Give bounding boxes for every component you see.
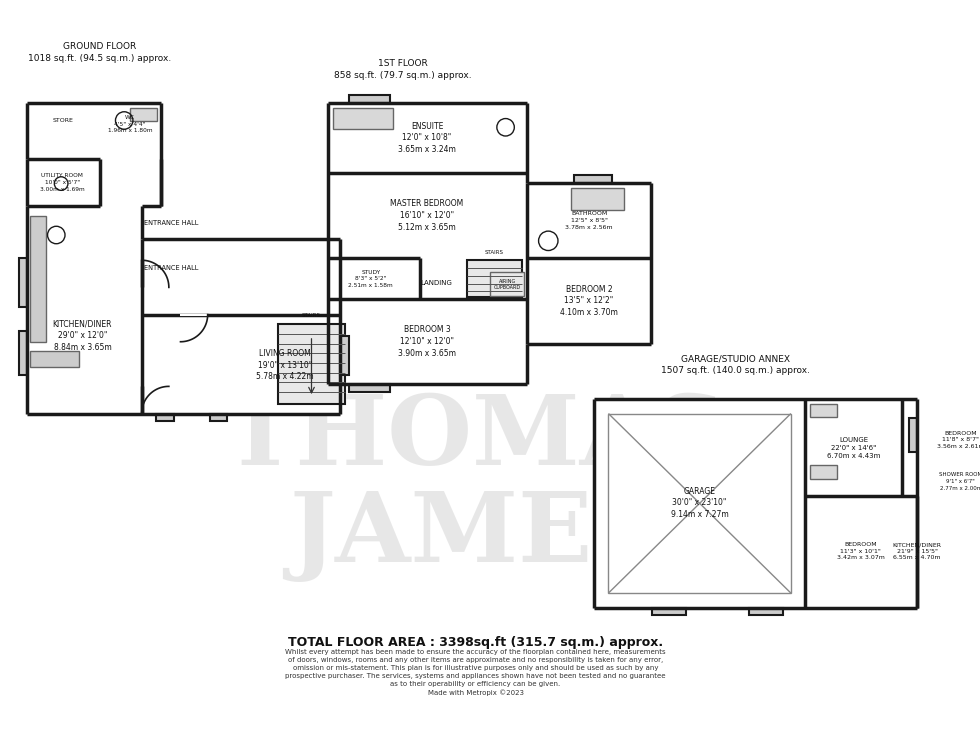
Polygon shape <box>328 103 651 384</box>
Text: STUDY
8'3" x 5'2"
2.51m x 1.58m: STUDY 8'3" x 5'2" 2.51m x 1.58m <box>348 269 393 288</box>
Text: KITCHEN/DINER
21'9" x 15'5"
6.55m x 4.70m: KITCHEN/DINER 21'9" x 15'5" 6.55m x 4.70… <box>893 542 942 561</box>
Bar <box>20 331 27 375</box>
Text: KITCHEN/DINER
29'0" x 12'0"
8.84m x 3.65m: KITCHEN/DINER 29'0" x 12'0" 8.84m x 3.65… <box>53 320 113 352</box>
Text: ENTRANCE HALL: ENTRANCE HALL <box>144 265 198 271</box>
Text: BEDROOM
11'3" x 10'1"
3.42m x 3.07m: BEDROOM 11'3" x 10'1" 3.42m x 3.07m <box>837 542 885 561</box>
Bar <box>349 384 390 392</box>
Bar <box>340 336 349 375</box>
Text: BEDROOM
11'8" x 8'7"
3.56m x 2.61m: BEDROOM 11'8" x 8'7" 3.56m x 2.61m <box>937 430 980 449</box>
Text: SHOWER ROOM
9'1" x 6'7"
2.77m x 2.00m: SHOWER ROOM 9'1" x 6'7" 2.77m x 2.00m <box>939 472 980 490</box>
Text: THOMAS: THOMAS <box>224 391 727 485</box>
Text: STORE: STORE <box>53 118 74 123</box>
Bar <box>30 216 46 342</box>
Text: TOTAL FLOOR AREA : 3398sq.ft (315.7 sq.m.) approx.: TOTAL FLOOR AREA : 3398sq.ft (315.7 sq.m… <box>288 636 663 649</box>
Text: GARAGE
30'0" x 23'10"
9.14m x 7.27m: GARAGE 30'0" x 23'10" 9.14m x 7.27m <box>670 487 728 519</box>
Text: MASTER BEDROOM
16'10" x 12'0"
5.12m x 3.65m: MASTER BEDROOM 16'10" x 12'0" 5.12m x 3.… <box>390 199 464 232</box>
Bar <box>909 419 917 452</box>
Text: STAIRS: STAIRS <box>302 313 321 318</box>
Text: GARAGE/STUDIO ANNEX
1507 sq.ft. (140.0 sq.m.) approx.: GARAGE/STUDIO ANNEX 1507 sq.ft. (140.0 s… <box>662 354 810 376</box>
Bar <box>156 414 173 422</box>
Bar <box>810 404 838 417</box>
Text: BEDROOM 3
12'10" x 12'0"
3.90m x 3.65m: BEDROOM 3 12'10" x 12'0" 3.90m x 3.65m <box>398 326 456 358</box>
Text: GROUND FLOOR
1018 sq.ft. (94.5 sq.m.) approx.: GROUND FLOOR 1018 sq.ft. (94.5 sq.m.) ap… <box>28 42 172 63</box>
Bar <box>652 608 686 616</box>
Text: LIVING ROOM
19'0" x 13'10"
5.78m x 4.22m: LIVING ROOM 19'0" x 13'10" 5.78m x 4.22m <box>257 348 315 381</box>
Text: STAIRS: STAIRS <box>484 250 504 255</box>
Bar <box>333 108 393 130</box>
Bar <box>466 260 522 297</box>
Text: Whilst every attempt has been made to ensure the accuracy of the floorplan conta: Whilst every attempt has been made to en… <box>285 649 665 696</box>
Bar <box>130 108 157 122</box>
Text: AIRING
CUPBOARD: AIRING CUPBOARD <box>494 279 521 291</box>
Bar <box>210 414 227 422</box>
Text: 1ST FLOOR
858 sq.ft. (79.7 sq.m.) approx.: 1ST FLOOR 858 sq.ft. (79.7 sq.m.) approx… <box>334 59 471 80</box>
Text: LOUNGE
22'0" x 14'6"
6.70m x 4.43m: LOUNGE 22'0" x 14'6" 6.70m x 4.43m <box>827 436 881 458</box>
Bar <box>609 414 791 593</box>
Bar <box>810 465 838 479</box>
Text: ENTRANCE HALL: ENTRANCE HALL <box>144 220 198 226</box>
Text: ENSUITE
12'0" x 10'8"
3.65m x 3.24m: ENSUITE 12'0" x 10'8" 3.65m x 3.24m <box>398 122 456 154</box>
Text: UTILITY ROOM
10'0" x 5'7"
3.00m x 1.69m: UTILITY ROOM 10'0" x 5'7" 3.00m x 1.69m <box>40 173 84 192</box>
Text: LANDING: LANDING <box>420 280 453 285</box>
Text: WC
4'5" x 4'4"
1.96m x 1.80m: WC 4'5" x 4'4" 1.96m x 1.80m <box>108 115 152 133</box>
Bar <box>570 188 624 210</box>
Bar <box>490 272 524 296</box>
Bar <box>20 258 27 307</box>
Bar <box>27 160 100 206</box>
Polygon shape <box>27 103 340 414</box>
Text: JAMES: JAMES <box>289 488 662 582</box>
Bar <box>594 399 917 608</box>
Bar <box>277 324 346 404</box>
Text: BEDROOM 2
13'5" x 12'2"
4.10m x 3.70m: BEDROOM 2 13'5" x 12'2" 4.10m x 3.70m <box>561 285 618 317</box>
Bar <box>749 608 783 616</box>
Bar <box>349 95 390 103</box>
Bar <box>30 351 78 367</box>
Text: BATHROOM
12'5" x 8'5"
3.78m x 2.56m: BATHROOM 12'5" x 8'5" 3.78m x 2.56m <box>565 212 612 230</box>
Bar <box>573 175 612 182</box>
